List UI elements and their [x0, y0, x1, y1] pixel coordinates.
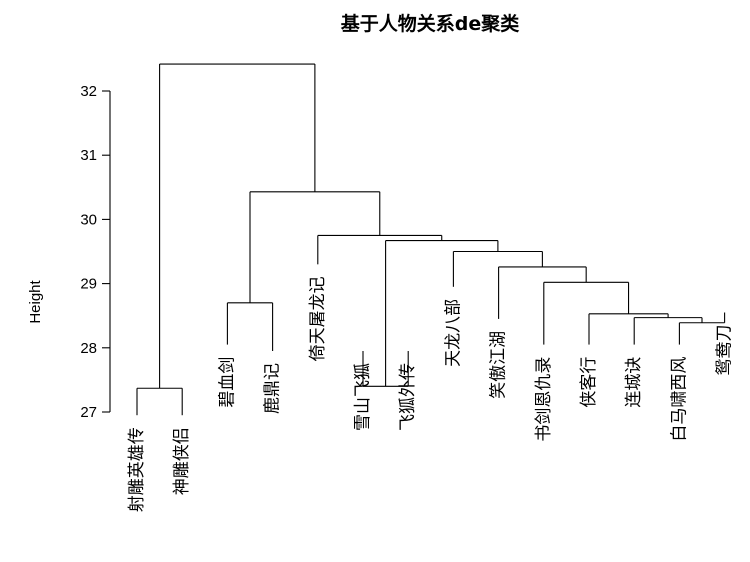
y-axis-label: Height — [27, 279, 44, 323]
y-tick-label: 31 — [80, 147, 97, 164]
leaf-label: 飞狐外传 — [398, 363, 418, 431]
leaf-label: 书剑恩仇录 — [534, 357, 554, 442]
chart-title: 基于人物关系de聚类 — [340, 12, 520, 35]
leaf-label: 连城诀 — [624, 357, 644, 408]
leaf-label: 白马啸西风 — [669, 357, 689, 442]
leaf-label: 笑傲江湖 — [489, 331, 509, 399]
y-tick-label: 32 — [80, 83, 97, 100]
leaf-label: 鹿鼎记 — [263, 363, 283, 414]
y-tick-label: 27 — [80, 404, 97, 421]
leaf-label: 天龙八部 — [443, 299, 463, 367]
leaf-label: 神雕侠侣 — [172, 427, 192, 495]
leaf-label: 碧血剑 — [217, 357, 237, 408]
dendrogram-tree — [136, 63, 726, 416]
leaf-label: 鸳鸯刀 — [715, 324, 735, 375]
y-tick-label: 29 — [80, 276, 97, 293]
leaf-label: 雪山飞狐 — [353, 363, 373, 431]
leaf-label: 侠客行 — [579, 357, 599, 408]
y-tick-label: 28 — [80, 340, 97, 357]
leaf-label: 射雕英雄传 — [127, 427, 147, 512]
leaf-label: 倚天屠龙记 — [308, 276, 328, 361]
y-tick-label: 30 — [80, 211, 97, 228]
y-axis: 27 28 29 30 31 32 — [80, 83, 111, 421]
